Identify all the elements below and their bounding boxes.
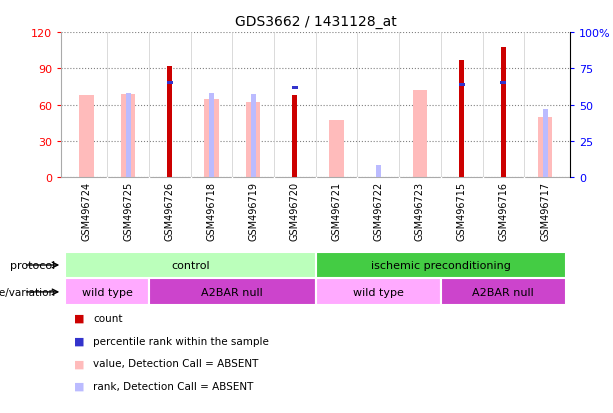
Bar bbox=[167, 67, 172, 178]
Text: percentile rank within the sample: percentile rank within the sample bbox=[93, 336, 269, 346]
Bar bbox=[66, 252, 316, 279]
Bar bbox=[413, 91, 427, 178]
Bar bbox=[459, 83, 465, 87]
Bar bbox=[79, 96, 94, 178]
Bar bbox=[292, 96, 297, 178]
Text: GSM496726: GSM496726 bbox=[165, 181, 175, 240]
Bar bbox=[126, 94, 131, 178]
Bar bbox=[329, 121, 344, 178]
Text: wild type: wild type bbox=[353, 287, 404, 297]
Text: ischemic preconditioning: ischemic preconditioning bbox=[371, 260, 511, 271]
Bar bbox=[316, 279, 441, 306]
Text: GSM496722: GSM496722 bbox=[373, 181, 383, 240]
Text: GSM496716: GSM496716 bbox=[498, 181, 508, 240]
Text: control: control bbox=[171, 260, 210, 271]
Text: GSM496719: GSM496719 bbox=[248, 181, 258, 240]
Bar bbox=[459, 61, 464, 178]
Text: protocol: protocol bbox=[10, 260, 55, 271]
Bar bbox=[251, 95, 256, 178]
Bar bbox=[246, 103, 261, 178]
Bar bbox=[316, 252, 566, 279]
Text: genotype/variation: genotype/variation bbox=[0, 287, 55, 297]
Text: GSM496720: GSM496720 bbox=[290, 181, 300, 240]
Bar bbox=[121, 95, 135, 178]
Bar bbox=[292, 86, 298, 90]
Bar bbox=[376, 166, 381, 178]
Bar bbox=[167, 82, 173, 85]
Bar bbox=[441, 279, 566, 306]
Text: ■: ■ bbox=[74, 381, 84, 391]
Bar bbox=[149, 279, 316, 306]
Text: GSM496725: GSM496725 bbox=[123, 181, 133, 240]
Text: ■: ■ bbox=[74, 358, 84, 368]
Bar bbox=[209, 94, 214, 178]
Bar bbox=[204, 99, 219, 178]
Text: GSM496715: GSM496715 bbox=[457, 181, 466, 240]
Text: value, Detection Call = ABSENT: value, Detection Call = ABSENT bbox=[93, 358, 259, 368]
Text: ■: ■ bbox=[74, 336, 84, 346]
Text: ■: ■ bbox=[74, 313, 84, 323]
Text: GSM496721: GSM496721 bbox=[332, 181, 341, 240]
Title: GDS3662 / 1431128_at: GDS3662 / 1431128_at bbox=[235, 15, 397, 29]
Bar bbox=[501, 47, 506, 178]
Text: wild type: wild type bbox=[82, 287, 132, 297]
Text: GSM496723: GSM496723 bbox=[415, 181, 425, 240]
Text: GSM496718: GSM496718 bbox=[207, 181, 216, 240]
Text: GSM496724: GSM496724 bbox=[82, 181, 91, 240]
Text: A2BAR null: A2BAR null bbox=[202, 287, 263, 297]
Text: count: count bbox=[93, 313, 123, 323]
Text: GSM496717: GSM496717 bbox=[540, 181, 550, 240]
Text: A2BAR null: A2BAR null bbox=[473, 287, 535, 297]
Bar bbox=[66, 279, 149, 306]
Bar bbox=[500, 82, 506, 85]
Bar bbox=[538, 117, 552, 178]
Text: rank, Detection Call = ABSENT: rank, Detection Call = ABSENT bbox=[93, 381, 254, 391]
Bar bbox=[543, 109, 547, 178]
